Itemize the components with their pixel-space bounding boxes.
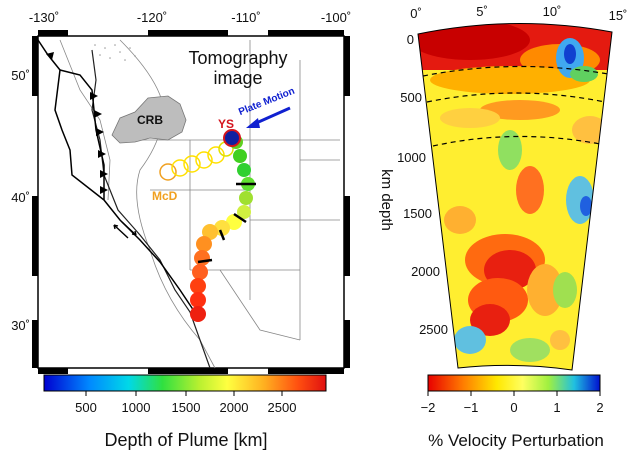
track-circle [171,159,189,177]
discontinuity-lines [422,65,609,147]
depth-axis-tick: 2500 [419,322,448,337]
ys-label: YS [218,117,234,131]
map-border-ticks [32,30,350,374]
tomography-title: Tomography [188,48,287,68]
depth-axis-tick: 1000 [397,150,426,165]
section-outline [417,22,613,371]
tomography-panel: 0˚ 5˚ 10˚ 15˚ 0 500 1000 1500 2000 2500 … [360,0,640,464]
lat-tick-label: 50˚ [11,68,30,83]
depth-colorbar [43,374,327,392]
track-circle [195,151,213,169]
depth-tick-label: 2000 [220,400,249,415]
angle-tick-label: 0˚ [410,6,422,21]
lon-tick-label: -130˚ [29,10,59,25]
velocity-tick-label: −2 [421,400,436,415]
depth-tick-label: 2500 [268,400,297,415]
depth-tick-label: 1500 [172,400,201,415]
map-figure: -130˚ -120˚ -110˚ -100˚ 50˚ 40˚ 30˚ [11,10,351,450]
velocity-tick-label: 0 [510,400,517,415]
velocity-colorbar-ticks [427,391,601,396]
map-panel: -130˚ -120˚ -110˚ -100˚ 50˚ 40˚ 30˚ [11,10,351,450]
crb-label: CRB [137,113,163,127]
lat-tick-label: 30˚ [11,318,30,333]
depth-tick-label: 500 [75,400,97,415]
crb-region [111,95,187,144]
plume-track [190,135,255,322]
angle-tick-label: 5˚ [476,4,488,19]
angle-tick-label: 15˚ [609,8,628,23]
track-markers [197,182,256,264]
map-frame [37,35,345,369]
velocity-tick-label: −1 [464,400,479,415]
depth-tick-label: 1000 [122,400,151,415]
track-circle [183,155,201,173]
mcd-label: McD [152,189,178,203]
subduction-teeth [46,52,108,194]
depth-colorbar-ticks [85,391,283,396]
velocity-colorbar [427,374,601,392]
tomography-figure: 0˚ 5˚ 10˚ 15˚ 0 500 1000 1500 2000 2500 … [378,4,628,450]
depth-axis-tick: 0 [407,32,414,47]
depth-axis-label: km depth [378,169,395,231]
depth-axis-tick: 500 [400,90,422,105]
transform-arrows-icon [113,221,137,239]
hatched-region [94,44,136,61]
velocity-tick-label: 2 [596,400,603,415]
lat-tick-label: 40˚ [11,190,30,205]
lon-tick-label: -120˚ [137,10,167,25]
track-circle [159,163,177,181]
plate-motion-arrow-icon [246,106,291,128]
yellowstone-marker [223,129,241,147]
velocity-colorbar-title: % Velocity Perturbation [428,431,604,450]
depth-axis-tick: 1500 [403,206,432,221]
mcd-track [159,141,234,181]
lon-tick-label: -100˚ [321,10,351,25]
velocity-tick-label: 1 [553,400,560,415]
tomography-subtitle: image [213,68,262,88]
depth-colorbar-title: Depth of Plume [km] [104,430,267,450]
angle-tick-label: 10˚ [543,4,562,19]
lon-tick-label: -110˚ [231,10,260,25]
depth-axis-tick: 2000 [411,264,440,279]
